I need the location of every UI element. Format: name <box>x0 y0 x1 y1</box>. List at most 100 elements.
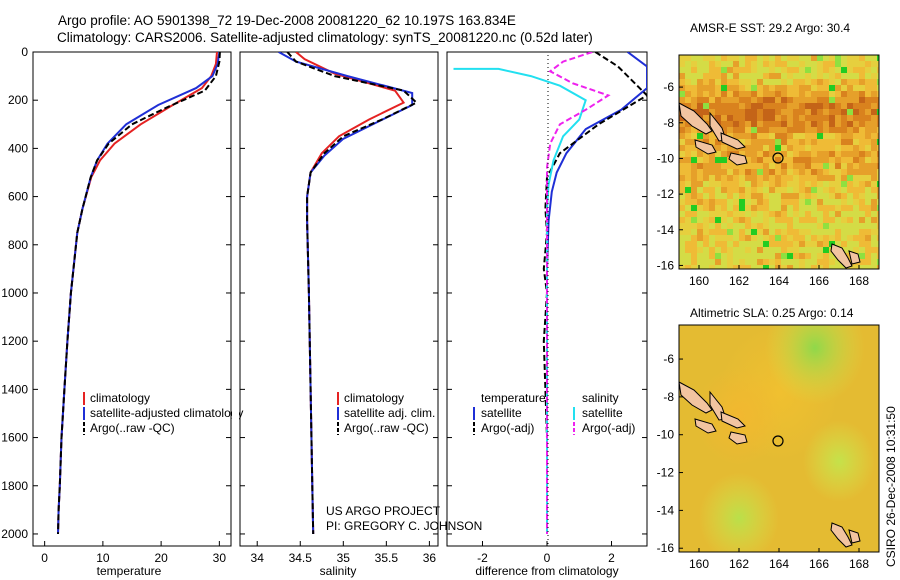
sst-cell <box>835 181 841 187</box>
sst-cell <box>775 235 781 241</box>
sst-cell <box>871 229 877 235</box>
sst-cell <box>799 205 805 211</box>
sst-cell <box>871 205 877 211</box>
sst-cell <box>841 55 847 61</box>
sst-cell <box>877 145 879 151</box>
x-tick-label: 34.5 <box>289 551 313 565</box>
sst-cell <box>757 85 763 91</box>
sst-cell <box>823 67 829 73</box>
sst-cell <box>733 79 739 85</box>
sst-cell <box>757 223 763 229</box>
sst-cell <box>769 61 775 67</box>
sst-cell <box>793 145 799 151</box>
sst-cell <box>679 61 685 67</box>
sst-cell <box>811 247 817 253</box>
sst-cell <box>823 61 829 67</box>
sst-cell <box>841 241 847 247</box>
sst-cell <box>775 145 781 151</box>
sst-cell <box>817 61 823 67</box>
x-tick-label: 2 <box>608 551 615 565</box>
sst-cell <box>757 259 763 265</box>
sst-cell <box>799 121 805 127</box>
sst-cell <box>865 109 871 115</box>
sst-cell <box>817 115 823 121</box>
sst-cell <box>847 127 853 133</box>
sst-cell <box>757 175 763 181</box>
sst-cell <box>829 193 835 199</box>
sst-cell <box>745 247 751 253</box>
sst-cell <box>685 139 691 145</box>
sst-cell <box>781 247 787 253</box>
sst-cell <box>709 175 715 181</box>
sst-cell <box>877 223 879 229</box>
sst-cell <box>841 61 847 67</box>
sst-cell <box>709 133 715 139</box>
sst-cell <box>703 115 709 121</box>
map-x-tick-label: 162 <box>729 274 749 288</box>
sst-cell <box>775 241 781 247</box>
sst-cell <box>763 253 769 259</box>
sst-cell <box>817 121 823 127</box>
y-tick-label: 1800 <box>1 479 28 493</box>
sst-cell <box>727 265 733 269</box>
sst-cell <box>871 187 877 193</box>
sst-cell <box>757 247 763 253</box>
project-name: US ARGO PROJECT <box>326 504 441 518</box>
map-x-tick-label: 168 <box>849 274 869 288</box>
sst-cell <box>853 241 859 247</box>
sst-cell <box>811 265 817 269</box>
sst-cell <box>817 205 823 211</box>
sst-float-marker <box>772 152 784 164</box>
sst-cell <box>727 241 733 247</box>
sla-float-marker <box>772 435 784 447</box>
sst-cell <box>877 91 879 97</box>
sst-cell <box>805 127 811 133</box>
sst-cell <box>805 61 811 67</box>
sst-cell <box>745 181 751 187</box>
sst-cell <box>859 235 865 241</box>
sst-cell <box>727 85 733 91</box>
sst-cell <box>769 73 775 79</box>
sst-cell <box>799 217 805 223</box>
sst-cell <box>733 109 739 115</box>
sst-cell <box>751 85 757 91</box>
sst-cell <box>733 61 739 67</box>
sst-cell <box>805 223 811 229</box>
sst-cell <box>865 229 871 235</box>
sst-cell <box>835 91 841 97</box>
sst-cell <box>877 193 879 199</box>
x-tick-label: 34 <box>251 551 265 565</box>
sst-cell <box>763 151 769 157</box>
sst-cell <box>721 259 727 265</box>
sst-cell <box>691 265 697 269</box>
sst-cell <box>685 97 691 103</box>
sst-cell <box>787 97 793 103</box>
sst-cell <box>697 223 703 229</box>
sst-cell <box>871 103 877 109</box>
sst-cell <box>811 55 817 61</box>
sst-cell <box>781 151 787 157</box>
sst-cell <box>775 91 781 97</box>
sst-cell <box>691 67 697 73</box>
sst-cell <box>835 133 841 139</box>
series-line <box>546 52 611 534</box>
map-y-tick-label: -12 <box>657 466 675 480</box>
x-tick-label: 0 <box>41 551 48 565</box>
sst-cell <box>817 247 823 253</box>
sst-cell <box>811 139 817 145</box>
sst-cell <box>829 265 835 269</box>
sst-cell <box>703 193 709 199</box>
sst-cell <box>835 121 841 127</box>
sst-cell <box>805 199 811 205</box>
sst-cell <box>877 67 879 73</box>
sst-cell <box>823 217 829 223</box>
sst-cell <box>757 211 763 217</box>
sst-cell <box>745 85 751 91</box>
sst-cell <box>871 61 877 67</box>
sst-cell <box>829 175 835 181</box>
sst-cell <box>691 91 697 97</box>
sst-cell <box>691 235 697 241</box>
sst-cell <box>733 247 739 253</box>
sst-cell <box>787 73 793 79</box>
sst-cell <box>781 211 787 217</box>
